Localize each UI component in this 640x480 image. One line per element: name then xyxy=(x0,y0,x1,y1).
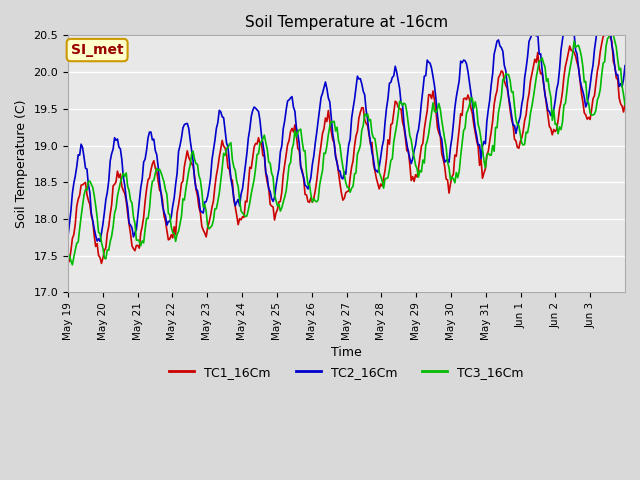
TC3_16Cm xyxy=(84,179,92,184)
TC3_16Cm xyxy=(621,102,629,108)
TC2_16Cm xyxy=(463,61,470,67)
TC2_16Cm xyxy=(621,63,629,69)
TC1_16Cm xyxy=(102,245,109,251)
X-axis label: Time: Time xyxy=(331,346,362,359)
TC1_16Cm xyxy=(620,109,627,115)
Line: TC3_16Cm: TC3_16Cm xyxy=(68,28,625,265)
TC1_16Cm xyxy=(83,192,91,197)
TC3_16Cm xyxy=(64,257,72,263)
Text: SI_met: SI_met xyxy=(71,43,124,57)
TC1_16Cm xyxy=(98,261,106,266)
TC2_16Cm xyxy=(545,108,553,114)
Line: TC2_16Cm: TC2_16Cm xyxy=(68,0,625,241)
TC3_16Cm xyxy=(545,87,553,93)
TC1_16Cm xyxy=(545,123,553,129)
TC1_16Cm xyxy=(352,133,360,139)
TC3_16Cm xyxy=(607,25,614,31)
TC1_16Cm xyxy=(621,101,629,107)
TC2_16Cm xyxy=(102,197,109,203)
TC3_16Cm xyxy=(620,92,627,97)
TC2_16Cm xyxy=(96,239,104,244)
Y-axis label: Soil Temperature (C): Soil Temperature (C) xyxy=(15,100,28,228)
Title: Soil Temperature at -16cm: Soil Temperature at -16cm xyxy=(245,15,448,30)
Line: TC1_16Cm: TC1_16Cm xyxy=(68,30,625,264)
TC3_16Cm xyxy=(68,262,76,268)
TC2_16Cm xyxy=(64,233,72,239)
TC2_16Cm xyxy=(620,76,627,82)
TC3_16Cm xyxy=(102,256,109,262)
TC3_16Cm xyxy=(463,110,470,116)
TC1_16Cm xyxy=(604,27,611,33)
Legend: TC1_16Cm, TC2_16Cm, TC3_16Cm: TC1_16Cm, TC2_16Cm, TC3_16Cm xyxy=(164,361,529,384)
TC2_16Cm xyxy=(83,166,91,172)
TC1_16Cm xyxy=(463,97,470,103)
TC2_16Cm xyxy=(352,84,360,90)
TC3_16Cm xyxy=(352,170,360,176)
TC1_16Cm xyxy=(64,260,72,266)
